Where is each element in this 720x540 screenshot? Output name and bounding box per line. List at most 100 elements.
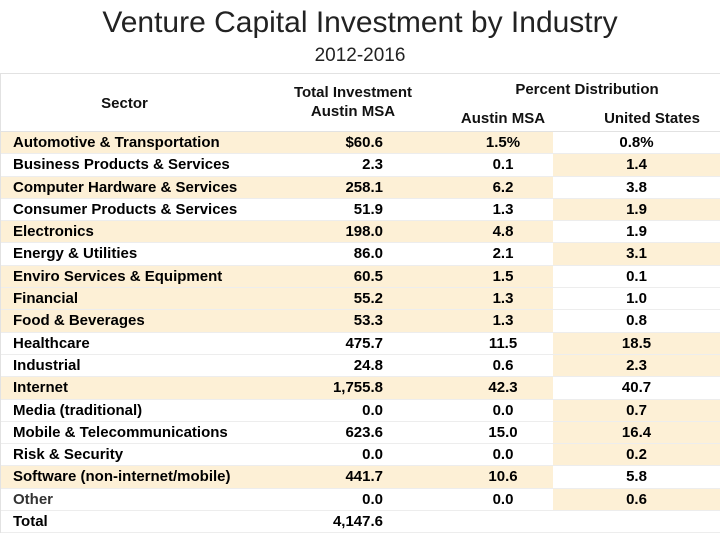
spacer-cell xyxy=(383,154,453,177)
austin-pct-cell: 10.6 xyxy=(453,466,553,489)
table-row: Other 0.0 0.0 0.6 xyxy=(1,488,720,512)
austin-pct-cell: 42.3 xyxy=(453,377,553,400)
us-pct-cell: 18.5 xyxy=(553,332,720,355)
us-pct-cell: 3.1 xyxy=(553,243,720,266)
austin-pct-cell: 1.5 xyxy=(453,265,553,289)
austin-pct-cell: 1.3 xyxy=(453,199,553,222)
table-row: Internet 1,755.8 42.3 40.7 xyxy=(1,377,720,400)
austin-pct-cell: 11.5 xyxy=(453,333,553,355)
us-pct-cell: 3.8 xyxy=(553,177,720,199)
table-row: Industrial 24.8 0.6 2.3 xyxy=(1,354,720,378)
table-row: Business Products & Services 2.3 0.1 1.4 xyxy=(1,154,720,177)
us-pct-cell: 0.7 xyxy=(553,399,720,422)
sector-cell: Industrial xyxy=(1,355,248,378)
austin-pct-cell: 1.5% xyxy=(453,132,553,155)
sector-cell: Software (non-internet/mobile) xyxy=(1,466,248,489)
spacer-cell xyxy=(383,333,453,355)
header-sector: Sector xyxy=(101,95,148,112)
total-investment-cell: 441.7 xyxy=(248,466,383,489)
table-row: Consumer Products & Services 51.9 1.3 1.9 xyxy=(1,198,720,222)
spacer-cell xyxy=(383,310,453,333)
austin-pct-cell: 2.1 xyxy=(453,243,553,266)
total-investment-cell: 0.0 xyxy=(248,400,383,422)
total-investment-cell: 0.0 xyxy=(248,489,383,512)
sector-cell: Business Products & Services xyxy=(1,154,248,177)
total-investment-cell: 4,147.6 xyxy=(248,511,383,534)
table-row: Automotive & Transportation $60.6 1.5% 0.8% xyxy=(1,132,720,155)
austin-pct-cell: 15.0 xyxy=(453,422,553,445)
header-united-states: United States xyxy=(604,110,700,127)
austin-pct-cell: 0.6 xyxy=(453,355,553,378)
total-investment-cell: 53.3 xyxy=(248,310,383,333)
table-header: Sector Total Investment Austin MSA Perce… xyxy=(1,74,720,132)
austin-pct-cell: 0.0 xyxy=(453,400,553,422)
us-pct-cell: 1.9 xyxy=(553,198,720,222)
table-row: Energy & Utilities 86.0 2.1 3.1 xyxy=(1,243,720,266)
sector-cell: Total xyxy=(1,511,248,534)
total-investment-cell: 198.0 xyxy=(248,221,383,244)
table-row: Food & Beverages 53.3 1.3 0.8 xyxy=(1,310,720,333)
sector-cell: Internet xyxy=(1,377,248,400)
header-total-line1: Total Investment xyxy=(293,84,413,101)
us-pct-cell: 0.6 xyxy=(553,488,720,512)
table-row: Software (non-internet/mobile) 441.7 10.6 5… xyxy=(1,466,720,489)
table-row: Mobile & Telecommunications 623.6 15.0 16.4 xyxy=(1,421,720,445)
header-percent-distribution: Percent Distribution xyxy=(515,81,659,98)
sector-cell: Healthcare xyxy=(1,333,248,355)
header-total-line2: Austin MSA xyxy=(310,103,396,120)
sector-cell: Computer Hardware & Services xyxy=(1,176,248,199)
spacer-cell xyxy=(383,355,453,378)
table-row: Electronics 198.0 4.8 1.9 xyxy=(1,221,720,244)
us-pct-cell: 5.8 xyxy=(553,466,720,489)
austin-pct-cell: 6.2 xyxy=(453,176,553,199)
table-row: Financial 55.2 1.3 1.0 xyxy=(1,288,720,311)
table-row: Computer Hardware & Services 258.1 6.2 3.8 xyxy=(1,176,720,199)
sector-cell: Financial xyxy=(1,288,248,311)
table-row: Healthcare 475.7 11.5 18.5 xyxy=(1,332,720,355)
us-pct-cell: 2.3 xyxy=(553,354,720,378)
sector-cell: Risk & Security xyxy=(1,444,248,467)
us-pct-cell: 16.4 xyxy=(553,421,720,445)
total-investment-cell: 60.5 xyxy=(248,265,383,289)
spacer-cell xyxy=(383,288,453,311)
austin-pct-cell: 0.0 xyxy=(453,489,553,512)
slide-subtitle: 2012-2016 xyxy=(314,45,406,66)
sector-cell: Other xyxy=(1,489,248,512)
total-investment-cell: 258.1 xyxy=(248,176,383,199)
us-pct-cell: 0.2 xyxy=(553,444,720,467)
sector-cell: Automotive & Transportation xyxy=(1,132,248,155)
spacer-cell xyxy=(383,444,453,467)
spacer-cell xyxy=(383,199,453,222)
sector-cell: Food & Beverages xyxy=(1,310,248,333)
us-pct-cell: 1.0 xyxy=(553,288,720,311)
us-pct-cell: 1.4 xyxy=(553,154,720,177)
us-pct-cell xyxy=(553,511,720,534)
total-investment-cell: 51.9 xyxy=(248,199,383,222)
spacer-cell xyxy=(383,243,453,266)
spacer-cell xyxy=(383,400,453,422)
total-investment-cell: 0.0 xyxy=(248,444,383,467)
us-pct-cell: 1.9 xyxy=(553,221,720,244)
sector-cell: Media (traditional) xyxy=(1,400,248,422)
austin-pct-cell: 0.1 xyxy=(453,154,553,177)
spacer-cell xyxy=(383,377,453,400)
total-investment-cell: $60.6 xyxy=(248,132,383,155)
spacer-cell xyxy=(383,265,453,289)
total-investment-cell: 1,755.8 xyxy=(248,377,383,400)
total-investment-cell: 475.7 xyxy=(248,333,383,355)
spacer-cell xyxy=(383,221,453,244)
sector-cell: Electronics xyxy=(1,221,248,244)
investment-table: Sector Total Investment Austin MSA Perce… xyxy=(0,73,720,534)
table-row: Risk & Security 0.0 0.0 0.2 xyxy=(1,444,720,467)
spacer-cell xyxy=(383,176,453,199)
austin-pct-cell xyxy=(453,511,553,534)
austin-pct-cell: 1.3 xyxy=(453,288,553,311)
us-pct-cell: 0.8 xyxy=(553,310,720,333)
sector-cell: Enviro Services & Equipment xyxy=(1,265,248,289)
spacer-cell xyxy=(383,422,453,445)
us-pct-cell: 0.1 xyxy=(553,266,720,289)
austin-pct-cell: 0.0 xyxy=(453,444,553,467)
total-investment-cell: 24.8 xyxy=(248,355,383,378)
table-row: Media (traditional) 0.0 0.0 0.7 xyxy=(1,399,720,422)
spacer-cell xyxy=(383,489,453,512)
